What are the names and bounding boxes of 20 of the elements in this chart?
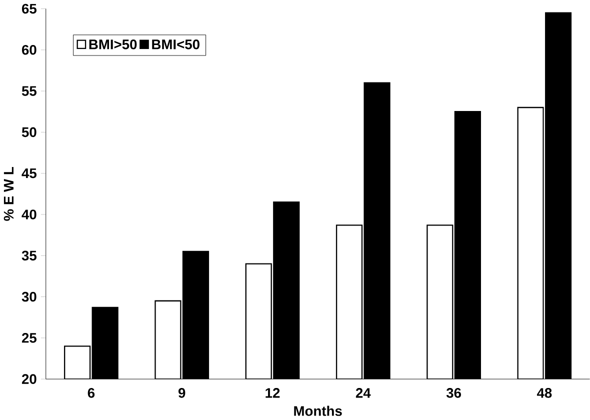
y-tick-label: 35 xyxy=(22,250,36,261)
y-axis-title: % E W L xyxy=(4,167,14,221)
legend-label: BMI>50 xyxy=(89,40,137,50)
y-tick-label: 40 xyxy=(22,210,36,220)
y-tick-label: 20 xyxy=(22,374,36,384)
legend-label: BMI<50 xyxy=(152,40,200,50)
x-tick-label: 36 xyxy=(446,388,461,398)
x-tick-label: 6 xyxy=(88,388,95,398)
x-tick-label: 12 xyxy=(266,388,280,398)
y-tick-label: 30 xyxy=(22,292,36,302)
y-tick-label: 65 xyxy=(22,4,36,14)
x-tick-label: 9 xyxy=(178,388,186,398)
x-tick-label: 48 xyxy=(536,388,552,398)
y-tick-label: 25 xyxy=(22,333,36,343)
y-tick-label: 55 xyxy=(22,86,36,96)
x-axis-title: Months xyxy=(294,406,342,416)
y-tick-label: 60 xyxy=(22,45,36,55)
y-tick-label: 45 xyxy=(22,168,36,178)
x-tick-label: 24 xyxy=(356,388,371,398)
y-tick-label: 50 xyxy=(22,127,36,138)
